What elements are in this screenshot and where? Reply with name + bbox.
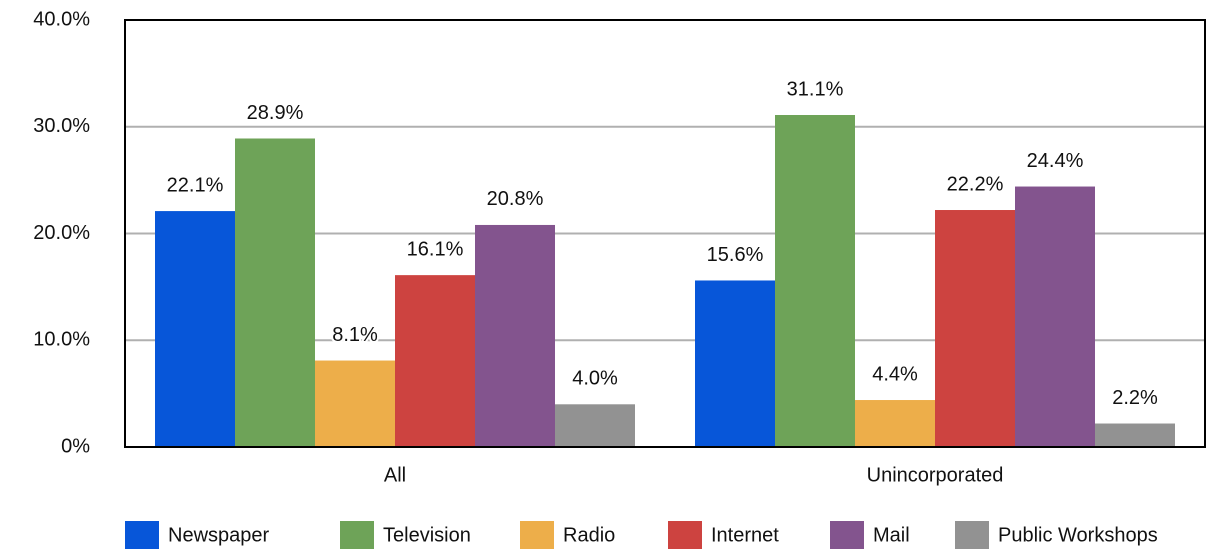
legend-swatch — [955, 521, 989, 549]
value-label: 16.1% — [407, 238, 464, 260]
value-label: 15.6% — [707, 244, 764, 266]
value-label: 24.4% — [1027, 150, 1084, 172]
value-label: 8.1% — [332, 324, 378, 346]
legend-label: Internet — [711, 524, 779, 546]
bar — [1095, 423, 1175, 447]
legend-swatch — [340, 521, 374, 549]
legend-label: Public Workshops — [998, 524, 1158, 546]
bar — [935, 210, 1015, 447]
bar — [775, 115, 855, 447]
x-tick-label: All — [384, 464, 406, 486]
bar — [155, 211, 235, 447]
bar — [695, 280, 775, 447]
legend-swatch — [830, 521, 864, 549]
value-label: 20.8% — [487, 188, 544, 210]
plot-frame — [124, 19, 1206, 448]
y-tick-label: 10.0% — [33, 329, 90, 351]
bar — [1015, 186, 1095, 447]
legend-swatch — [125, 521, 159, 549]
value-label: 22.2% — [947, 173, 1004, 195]
legend-label: Newspaper — [168, 524, 270, 546]
value-label: 22.1% — [167, 174, 224, 196]
y-tick-label: 30.0% — [33, 115, 90, 137]
legend-label: Television — [383, 524, 471, 546]
y-tick-label: 20.0% — [33, 222, 90, 244]
value-label: 28.9% — [247, 102, 304, 124]
value-label: 4.0% — [572, 368, 618, 390]
legend-swatch — [520, 521, 554, 549]
value-label: 4.4% — [872, 363, 918, 385]
y-tick-label: 0% — [61, 435, 90, 457]
value-label: 31.1% — [787, 78, 844, 100]
legend-swatch — [668, 521, 702, 549]
bar — [855, 400, 935, 447]
y-tick-label: 40.0% — [33, 8, 90, 30]
bar — [395, 275, 475, 447]
value-label: 2.2% — [1112, 387, 1158, 409]
bar — [475, 224, 555, 447]
legend-label: Radio — [563, 524, 615, 546]
legend-label: Mail — [873, 524, 910, 546]
x-tick-label: Unincorporated — [867, 464, 1004, 486]
bar — [315, 360, 395, 447]
bar — [555, 404, 635, 447]
bar — [235, 138, 315, 447]
